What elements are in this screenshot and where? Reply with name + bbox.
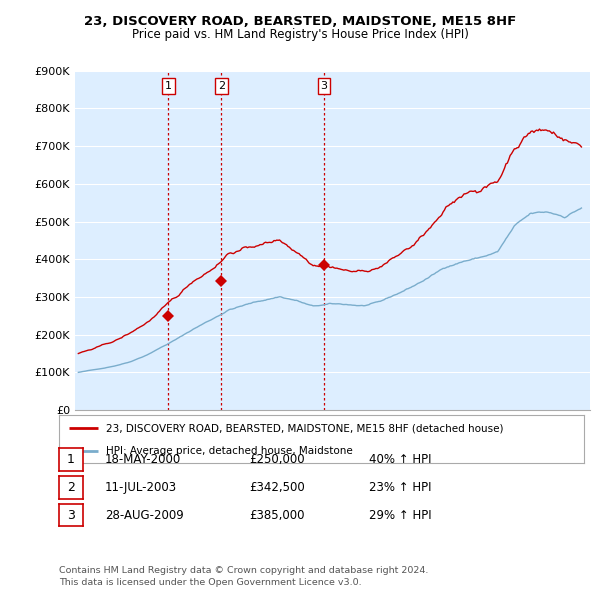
Text: 28-AUG-2009: 28-AUG-2009	[105, 509, 184, 522]
Text: Price paid vs. HM Land Registry's House Price Index (HPI): Price paid vs. HM Land Registry's House …	[131, 28, 469, 41]
Text: £342,500: £342,500	[249, 481, 305, 494]
Text: Contains HM Land Registry data © Crown copyright and database right 2024.
This d: Contains HM Land Registry data © Crown c…	[59, 566, 428, 587]
Text: 2: 2	[218, 81, 225, 91]
Text: 23, DISCOVERY ROAD, BEARSTED, MAIDSTONE, ME15 8HF: 23, DISCOVERY ROAD, BEARSTED, MAIDSTONE,…	[84, 15, 516, 28]
Text: 29% ↑ HPI: 29% ↑ HPI	[369, 509, 431, 522]
Text: 23, DISCOVERY ROAD, BEARSTED, MAIDSTONE, ME15 8HF (detached house): 23, DISCOVERY ROAD, BEARSTED, MAIDSTONE,…	[106, 423, 503, 433]
Text: 1: 1	[67, 453, 75, 466]
Text: £250,000: £250,000	[249, 453, 305, 466]
Text: 23% ↑ HPI: 23% ↑ HPI	[369, 481, 431, 494]
Text: £385,000: £385,000	[249, 509, 305, 522]
Text: 40% ↑ HPI: 40% ↑ HPI	[369, 453, 431, 466]
Text: 3: 3	[67, 509, 75, 522]
Text: 3: 3	[320, 81, 328, 91]
Text: 18-MAY-2000: 18-MAY-2000	[105, 453, 181, 466]
Text: 2: 2	[67, 481, 75, 494]
Text: 11-JUL-2003: 11-JUL-2003	[105, 481, 177, 494]
Text: 1: 1	[165, 81, 172, 91]
Text: HPI: Average price, detached house, Maidstone: HPI: Average price, detached house, Maid…	[106, 445, 353, 455]
